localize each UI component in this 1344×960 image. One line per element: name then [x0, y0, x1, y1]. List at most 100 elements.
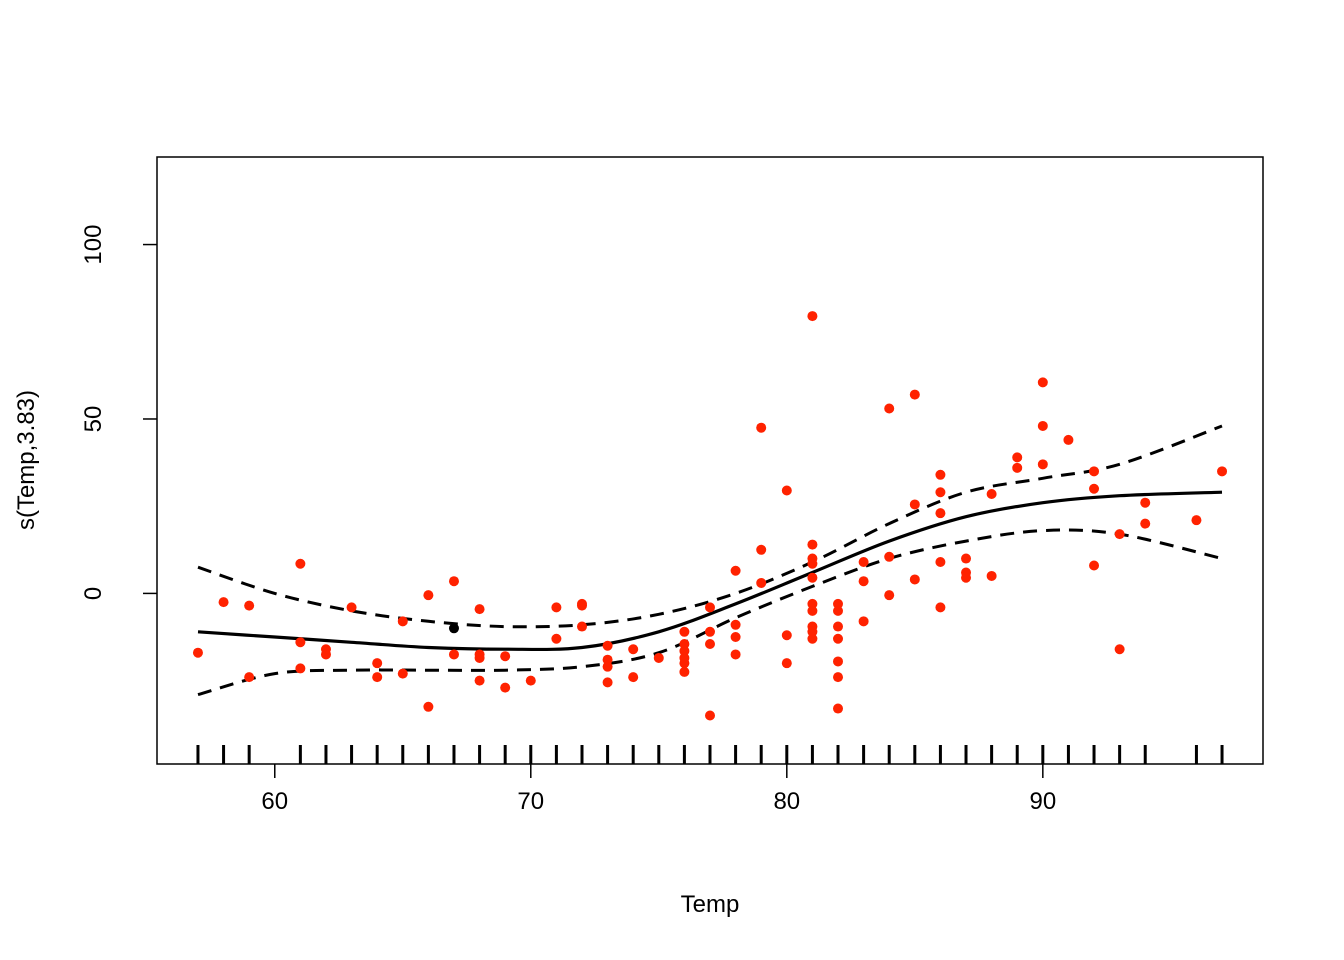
residual-point	[858, 557, 869, 568]
smooth-fit-line	[197, 490, 1223, 652]
residual-point	[372, 658, 383, 669]
x-axis-label: Temp	[681, 891, 740, 918]
residual-point	[679, 666, 690, 677]
residual-point	[1012, 452, 1023, 463]
residual-point	[807, 311, 818, 322]
residual-point	[1063, 434, 1074, 445]
residual-point	[1037, 377, 1048, 388]
residual-point	[909, 389, 920, 400]
residual-point	[833, 621, 844, 632]
residual-point	[551, 633, 562, 644]
residual-point	[551, 602, 562, 613]
residual-point	[884, 403, 895, 414]
residual-point	[705, 602, 715, 613]
x-tick-label: 80	[773, 788, 800, 815]
residual-point	[730, 619, 741, 630]
residual-point	[807, 558, 818, 569]
residual-point	[833, 633, 844, 644]
residual-point	[730, 649, 741, 660]
highlighted-point	[448, 623, 459, 634]
y-tick-label: 100	[80, 225, 107, 265]
residual-point	[781, 630, 792, 641]
residual-point	[628, 644, 639, 655]
residual-point	[295, 637, 306, 648]
residual-point	[935, 508, 946, 519]
residual-point	[807, 539, 818, 550]
residual-point	[295, 558, 306, 569]
residual-point	[756, 577, 767, 588]
residual-point	[576, 621, 587, 632]
y-axis: 0 50 100	[80, 225, 157, 600]
partial-residual-points	[192, 311, 1228, 721]
x-axis: 60 70 80 90	[261, 764, 1056, 815]
x-tick-label: 60	[261, 788, 288, 815]
residual-point	[884, 551, 895, 562]
residual-point	[1089, 483, 1100, 494]
residual-point	[909, 499, 920, 510]
residual-point	[807, 633, 818, 644]
residual-point	[448, 649, 459, 660]
residual-point	[705, 710, 715, 721]
residual-point	[1089, 560, 1100, 571]
residual-point	[1114, 644, 1125, 655]
residual-point	[756, 544, 767, 555]
residual-point	[858, 616, 869, 627]
residual-point	[1140, 518, 1151, 529]
residual-point	[346, 602, 357, 613]
residual-point	[858, 576, 869, 587]
residual-point	[1217, 466, 1228, 477]
residual-point	[961, 572, 972, 583]
residual-point	[833, 703, 844, 714]
residual-point	[576, 600, 587, 611]
residual-point	[602, 677, 613, 688]
residual-point	[935, 602, 946, 613]
residual-point	[935, 557, 946, 568]
residual-point	[756, 422, 767, 433]
lower-confidence-band	[197, 528, 1223, 697]
residual-point	[679, 638, 690, 649]
residual-point	[833, 598, 844, 609]
residual-point	[1191, 515, 1202, 526]
residual-point	[372, 672, 383, 683]
residual-point	[679, 626, 690, 637]
residual-point	[320, 649, 331, 660]
residual-point	[474, 604, 485, 615]
residual-point	[1037, 459, 1048, 470]
residual-point	[781, 658, 792, 669]
residual-point	[1140, 497, 1151, 508]
residual-point	[935, 469, 946, 480]
y-tick-label: 0	[80, 587, 107, 600]
residual-point	[1114, 529, 1125, 540]
residual-point	[807, 598, 818, 609]
x-tick-label: 70	[517, 788, 544, 815]
residual-point	[653, 652, 664, 663]
residual-point	[448, 576, 459, 587]
residual-point	[474, 675, 485, 686]
residual-point	[602, 654, 613, 665]
residual-point	[602, 661, 613, 672]
residual-point	[730, 565, 741, 576]
residual-point	[397, 668, 408, 679]
residual-point	[935, 487, 946, 498]
upper-confidence-band	[197, 424, 1223, 629]
residual-point	[833, 605, 844, 616]
plot-frame	[156, 156, 1264, 765]
residual-point	[705, 638, 715, 649]
residual-point	[500, 651, 511, 662]
residual-point	[909, 574, 920, 585]
residual-point	[781, 485, 792, 496]
residual-point	[730, 632, 741, 643]
residual-point	[679, 645, 690, 656]
residual-point	[244, 600, 255, 611]
residual-point	[884, 590, 895, 601]
residual-point	[218, 597, 229, 608]
residual-point	[474, 652, 485, 663]
residual-point	[833, 656, 844, 667]
residual-point	[833, 672, 844, 683]
residual-point	[192, 647, 203, 658]
y-tick-label: 50	[80, 406, 107, 433]
rug-ticks	[196, 745, 1224, 764]
residual-point	[679, 658, 690, 669]
residual-point	[244, 672, 255, 683]
